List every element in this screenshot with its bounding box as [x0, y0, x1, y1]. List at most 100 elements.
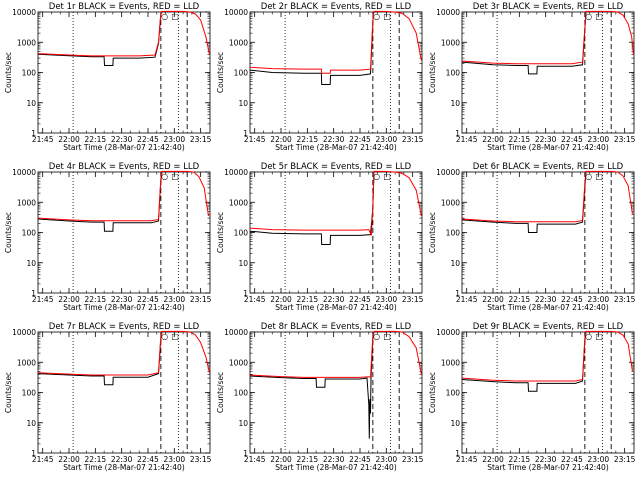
y-tick-label: 10 — [26, 419, 36, 428]
y-tick-label: 100 — [446, 389, 461, 398]
x-tick-label: 22:00 — [270, 455, 292, 464]
x-tick-label: 21:45 — [32, 295, 54, 304]
lld-series-line — [37, 170, 209, 222]
events-series-line — [461, 172, 587, 233]
circle-marker-symbol: ○ — [585, 332, 592, 341]
y-tick-label: 1000 — [17, 38, 36, 47]
y-axis-label: Counts/sec — [428, 52, 437, 93]
x-tick-label: 23:00 — [164, 135, 186, 144]
square-marker-symbol: □ — [383, 332, 391, 341]
x-tick-label: 23:15 — [190, 295, 212, 304]
y-tick-label: 10 — [238, 99, 248, 108]
y-tick-label: 10000 — [224, 168, 248, 177]
x-tick-label: 22:45 — [561, 455, 583, 464]
y-tick-label: 10000 — [224, 328, 248, 337]
x-tick-label: 21:45 — [456, 455, 478, 464]
events-series-line — [37, 172, 163, 232]
x-axis-label: Start Time (28-Mar-07 21:42:40) — [63, 303, 185, 312]
x-tick-label: 23:00 — [164, 295, 186, 304]
x-tick-label: 23:00 — [588, 295, 610, 304]
x-tick-label: 23:00 — [164, 455, 186, 464]
x-tick-label: 22:30 — [535, 295, 557, 304]
x-tick-label: 21:45 — [32, 455, 54, 464]
circle-marker-symbol: ○ — [161, 332, 168, 341]
y-tick-label: 100 — [22, 69, 37, 78]
square-marker-symbol: □ — [595, 12, 603, 21]
y-tick-label: 1 — [31, 289, 36, 298]
y-axis-label: Counts/sec — [216, 372, 225, 413]
panel-7: Det 7r BLACK = Events, RED = LLD Counts/s… — [4, 322, 212, 472]
y-tick-label: 1000 — [441, 38, 460, 47]
y-tick-label: 10000 — [12, 8, 36, 17]
y-tick-label: 1000 — [229, 38, 248, 47]
y-tick-label: 1000 — [441, 358, 460, 367]
panel-title: Det 9r BLACK = Events, RED = LLD — [473, 322, 624, 332]
y-axis-label: Counts/sec — [216, 212, 225, 253]
y-tick-label: 10 — [26, 259, 36, 268]
circle-marker-symbol: ○ — [373, 172, 380, 181]
y-tick-label: 10000 — [12, 328, 36, 337]
plot-frame — [461, 331, 635, 454]
plot-frame — [249, 331, 423, 454]
y-axis-label: Counts/sec — [428, 372, 437, 413]
x-tick-label: 23:00 — [376, 135, 398, 144]
y-tick-label: 100 — [234, 389, 249, 398]
x-axis-label: Start Time (28-Mar-07 21:42:40) — [487, 303, 609, 312]
circle-marker-symbol: ○ — [373, 12, 380, 21]
panel-9: Det 9r BLACK = Events, RED = LLD Counts/s… — [428, 322, 636, 472]
x-tick-label: 22:15 — [85, 455, 107, 464]
x-tick-label: 23:15 — [190, 455, 212, 464]
x-axis-label: Start Time (28-Mar-07 21:42:40) — [275, 303, 397, 312]
x-tick-label: 22:15 — [297, 295, 319, 304]
lld-series-line — [249, 10, 422, 74]
x-tick-label: 22:45 — [349, 455, 371, 464]
y-tick-label: 10 — [26, 99, 36, 108]
x-axis-label: Start Time (28-Mar-07 21:42:40) — [63, 463, 185, 472]
panel-title: Det 5r BLACK = Events, RED = LLD — [261, 162, 412, 172]
y-tick-label: 10 — [450, 419, 460, 428]
x-tick-label: 22:30 — [323, 135, 345, 144]
x-tick-label: 22:30 — [323, 455, 345, 464]
x-tick-label: 22:00 — [482, 135, 504, 144]
x-tick-label: 22:15 — [509, 295, 531, 304]
x-axis-label: Start Time (28-Mar-07 21:42:40) — [275, 143, 397, 152]
y-tick-label: 1 — [455, 129, 460, 138]
x-tick-label: 22:45 — [137, 455, 159, 464]
square-marker-symbol: □ — [595, 332, 603, 341]
x-tick-label: 21:45 — [32, 135, 54, 144]
x-tick-label: 22:00 — [482, 295, 504, 304]
events-series-line — [249, 332, 375, 439]
plot-frame — [37, 171, 211, 294]
x-tick-label: 21:45 — [244, 455, 266, 464]
x-tick-label: 22:45 — [349, 295, 371, 304]
panel-title: Det 4r BLACK = Events, RED = LLD — [49, 162, 200, 172]
panel-3: Det 3r BLACK = Events, RED = LLD Counts/s… — [428, 2, 636, 152]
x-tick-label: 22:45 — [349, 135, 371, 144]
x-tick-label: 21:45 — [456, 295, 478, 304]
x-tick-label: 23:00 — [588, 455, 610, 464]
panel-title: Det 2r BLACK = Events, RED = LLD — [261, 2, 412, 12]
square-marker-symbol: □ — [171, 172, 179, 181]
x-tick-label: 22:15 — [85, 295, 107, 304]
lld-series-line — [461, 170, 633, 223]
square-marker-symbol: □ — [383, 172, 391, 181]
x-tick-label: 23:15 — [402, 135, 424, 144]
panel-1: Det 1r BLACK = Events, RED = LLD Counts/s… — [4, 2, 212, 152]
panel-title: Det 8r BLACK = Events, RED = LLD — [261, 322, 412, 332]
y-tick-label: 10000 — [436, 8, 460, 17]
y-tick-label: 10000 — [12, 168, 36, 177]
y-tick-label: 100 — [234, 69, 249, 78]
x-tick-label: 23:15 — [402, 295, 424, 304]
x-tick-label: 21:45 — [244, 295, 266, 304]
x-tick-label: 23:00 — [376, 455, 398, 464]
plot-frame — [37, 331, 211, 454]
square-marker-symbol: □ — [171, 12, 179, 21]
panel-title: Det 3r BLACK = Events, RED = LLD — [473, 2, 624, 12]
x-tick-label: 22:30 — [111, 455, 133, 464]
square-marker-symbol: □ — [595, 172, 603, 181]
x-tick-label: 21:45 — [244, 135, 266, 144]
x-tick-label: 21:45 — [456, 135, 478, 144]
x-tick-label: 22:15 — [85, 135, 107, 144]
panel-4: Det 4r BLACK = Events, RED = LLD Counts/s… — [4, 162, 212, 312]
